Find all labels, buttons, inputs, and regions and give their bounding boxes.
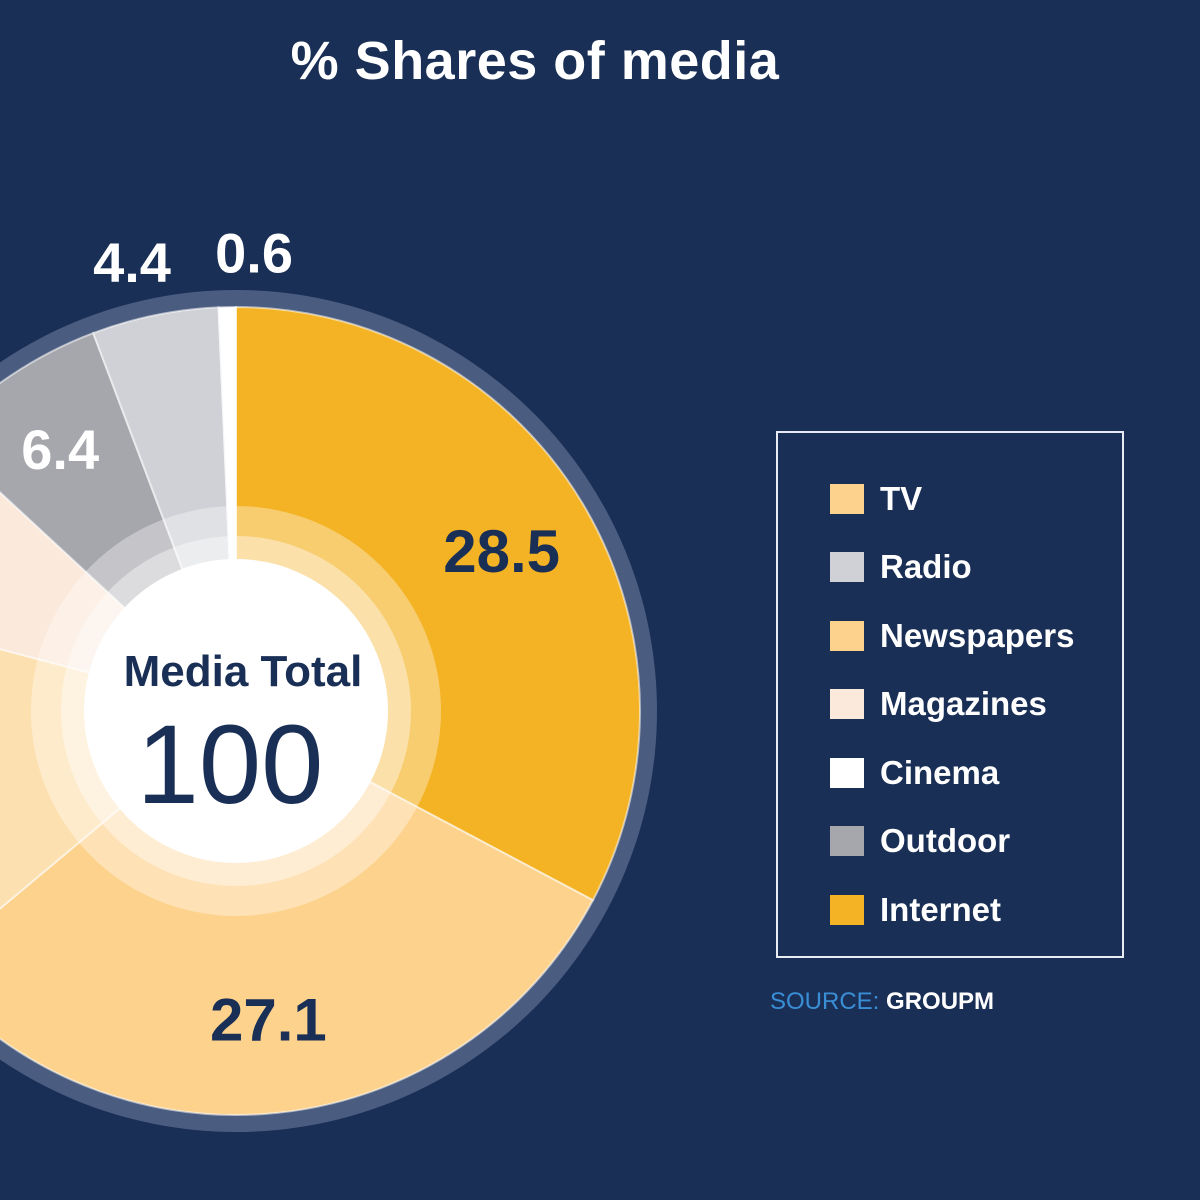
slice-label-radio: 4.4 xyxy=(93,231,171,294)
legend-item-tv: TV xyxy=(830,480,923,517)
source-note: SOURCE: GROUPM xyxy=(770,988,994,1016)
legend-swatch-newspapers xyxy=(830,621,864,651)
legend-swatch-cinema xyxy=(830,758,864,788)
legend-item-newspapers: Newspapers xyxy=(830,617,1075,654)
legend-item-radio: Radio xyxy=(830,548,972,585)
legend-label-outdoor: Outdoor xyxy=(880,822,1011,859)
slice-label-cinema: 0.6 xyxy=(215,222,293,285)
legend-swatch-outdoor xyxy=(830,826,864,856)
legend-label-newspapers: Newspapers xyxy=(880,617,1075,654)
legend: TV Radio Newspapers Magazines Cinema Out… xyxy=(776,431,1124,958)
chart-title: % Shares of media xyxy=(290,31,780,91)
slice-label-outdoor: 6.4 xyxy=(21,418,99,481)
center-value: 100 xyxy=(137,702,324,827)
legend-label-internet: Internet xyxy=(880,891,1002,928)
legend-item-magazines: Magazines xyxy=(830,685,1047,722)
legend-swatch-magazines xyxy=(830,689,864,719)
slice-label-internet: 28.5 xyxy=(443,518,560,585)
legend-label-tv: TV xyxy=(880,480,923,517)
legend-swatch-internet xyxy=(830,895,864,925)
legend-item-cinema: Cinema xyxy=(830,754,1000,791)
legend-label-magazines: Magazines xyxy=(880,685,1047,722)
legend-item-internet: Internet xyxy=(830,891,1002,928)
legend-swatch-radio xyxy=(830,552,864,582)
legend-label-cinema: Cinema xyxy=(880,754,1000,791)
slice-label-tv: 27.1 xyxy=(210,986,327,1053)
center-disc xyxy=(84,559,388,863)
center-label: Media Total xyxy=(124,647,363,696)
source-value: GROUPM xyxy=(886,988,995,1015)
legend-swatch-tv xyxy=(830,484,864,514)
source-key: SOURCE: xyxy=(770,988,880,1015)
legend-item-outdoor: Outdoor xyxy=(830,822,1011,859)
legend-label-radio: Radio xyxy=(880,548,972,585)
